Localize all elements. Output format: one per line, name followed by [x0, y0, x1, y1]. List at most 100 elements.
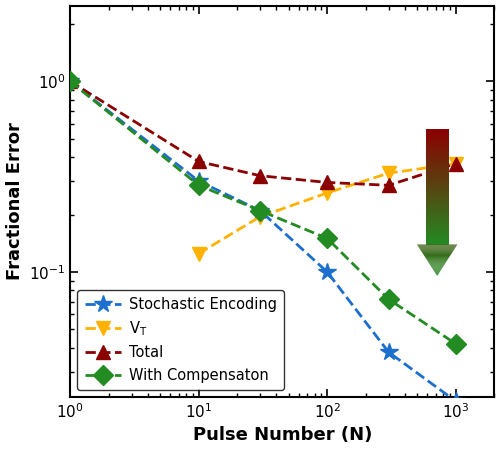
Bar [426, 169, 449, 171]
Bar [426, 168, 449, 169]
Bar [426, 243, 449, 244]
Polygon shape [418, 246, 457, 247]
Bar [426, 175, 449, 177]
Bar [426, 227, 449, 229]
Bar [426, 229, 449, 230]
Line: V_T: V_T [192, 157, 462, 261]
Bar [426, 159, 449, 161]
V_T [324, 190, 330, 196]
Bar [426, 142, 449, 144]
Total [196, 159, 202, 164]
Polygon shape [420, 250, 454, 251]
Bar [426, 132, 449, 133]
Polygon shape [434, 272, 440, 273]
Bar [426, 232, 449, 233]
V_T [453, 161, 459, 166]
Polygon shape [435, 273, 439, 274]
Bar [426, 202, 449, 204]
Bar [426, 197, 449, 198]
Total [386, 183, 392, 188]
Bar [426, 193, 449, 194]
Bar [426, 166, 449, 168]
Bar [426, 234, 449, 236]
Bar [426, 210, 449, 212]
Polygon shape [424, 255, 450, 256]
Y-axis label: Fractional Error: Fractional Error [6, 122, 24, 280]
Legend: Stochastic Encoding, V$_\mathrm{T}$, Total, With Compensaton: Stochastic Encoding, V$_\mathrm{T}$, Tot… [78, 290, 284, 390]
Bar [426, 226, 449, 227]
Polygon shape [425, 257, 450, 258]
Bar [426, 158, 449, 159]
Bar [426, 153, 449, 155]
Stochastic Encoding [324, 269, 330, 274]
Bar [426, 135, 449, 136]
Bar [426, 201, 449, 202]
Bar [426, 223, 449, 224]
Bar [426, 191, 449, 193]
Bar [426, 236, 449, 237]
Bar [426, 195, 449, 197]
Polygon shape [429, 263, 445, 265]
With Compensaton [257, 208, 263, 213]
Bar [426, 129, 449, 130]
Bar [426, 216, 449, 217]
Bar [426, 221, 449, 223]
Bar [426, 157, 449, 158]
Bar [426, 149, 449, 151]
Bar [426, 140, 449, 142]
With Compensaton [453, 341, 459, 346]
Bar [426, 194, 449, 195]
Bar [426, 204, 449, 206]
Bar [426, 217, 449, 219]
With Compensaton [386, 297, 392, 302]
Polygon shape [423, 254, 452, 255]
Bar [426, 239, 449, 240]
With Compensaton [67, 79, 73, 84]
Stochastic Encoding [196, 178, 202, 184]
Line: Total: Total [64, 74, 462, 192]
Bar [426, 200, 449, 201]
Bar [426, 178, 449, 180]
Polygon shape [427, 260, 447, 261]
V_T [257, 214, 263, 220]
Polygon shape [418, 247, 456, 248]
Polygon shape [422, 253, 452, 254]
Bar [426, 155, 449, 157]
Polygon shape [421, 251, 454, 252]
With Compensaton [324, 236, 330, 241]
Stochastic Encoding [386, 349, 392, 355]
V_T [386, 171, 392, 176]
Total [453, 161, 459, 166]
Bar [426, 130, 449, 132]
Bar [426, 207, 449, 208]
Total [257, 173, 263, 178]
Bar [426, 162, 449, 164]
Bar [426, 187, 449, 188]
Bar [426, 164, 449, 165]
Polygon shape [431, 266, 443, 267]
Bar [426, 146, 449, 148]
Bar [426, 184, 449, 185]
Stochastic Encoding [257, 208, 263, 213]
Polygon shape [417, 244, 458, 246]
Bar [426, 172, 449, 174]
Polygon shape [426, 259, 448, 260]
Polygon shape [420, 249, 454, 250]
Bar [426, 188, 449, 189]
Bar [426, 224, 449, 226]
Bar [426, 213, 449, 214]
Bar [426, 138, 449, 139]
Bar [426, 152, 449, 153]
Bar [426, 177, 449, 178]
Bar [426, 242, 449, 243]
Bar [426, 214, 449, 216]
Bar [426, 230, 449, 232]
Total [67, 79, 73, 84]
Bar [426, 220, 449, 221]
Line: With Compensaton: With Compensaton [64, 74, 462, 351]
Bar [426, 136, 449, 138]
Bar [426, 212, 449, 213]
Bar [426, 219, 449, 220]
Polygon shape [426, 258, 448, 259]
With Compensaton [196, 183, 202, 188]
